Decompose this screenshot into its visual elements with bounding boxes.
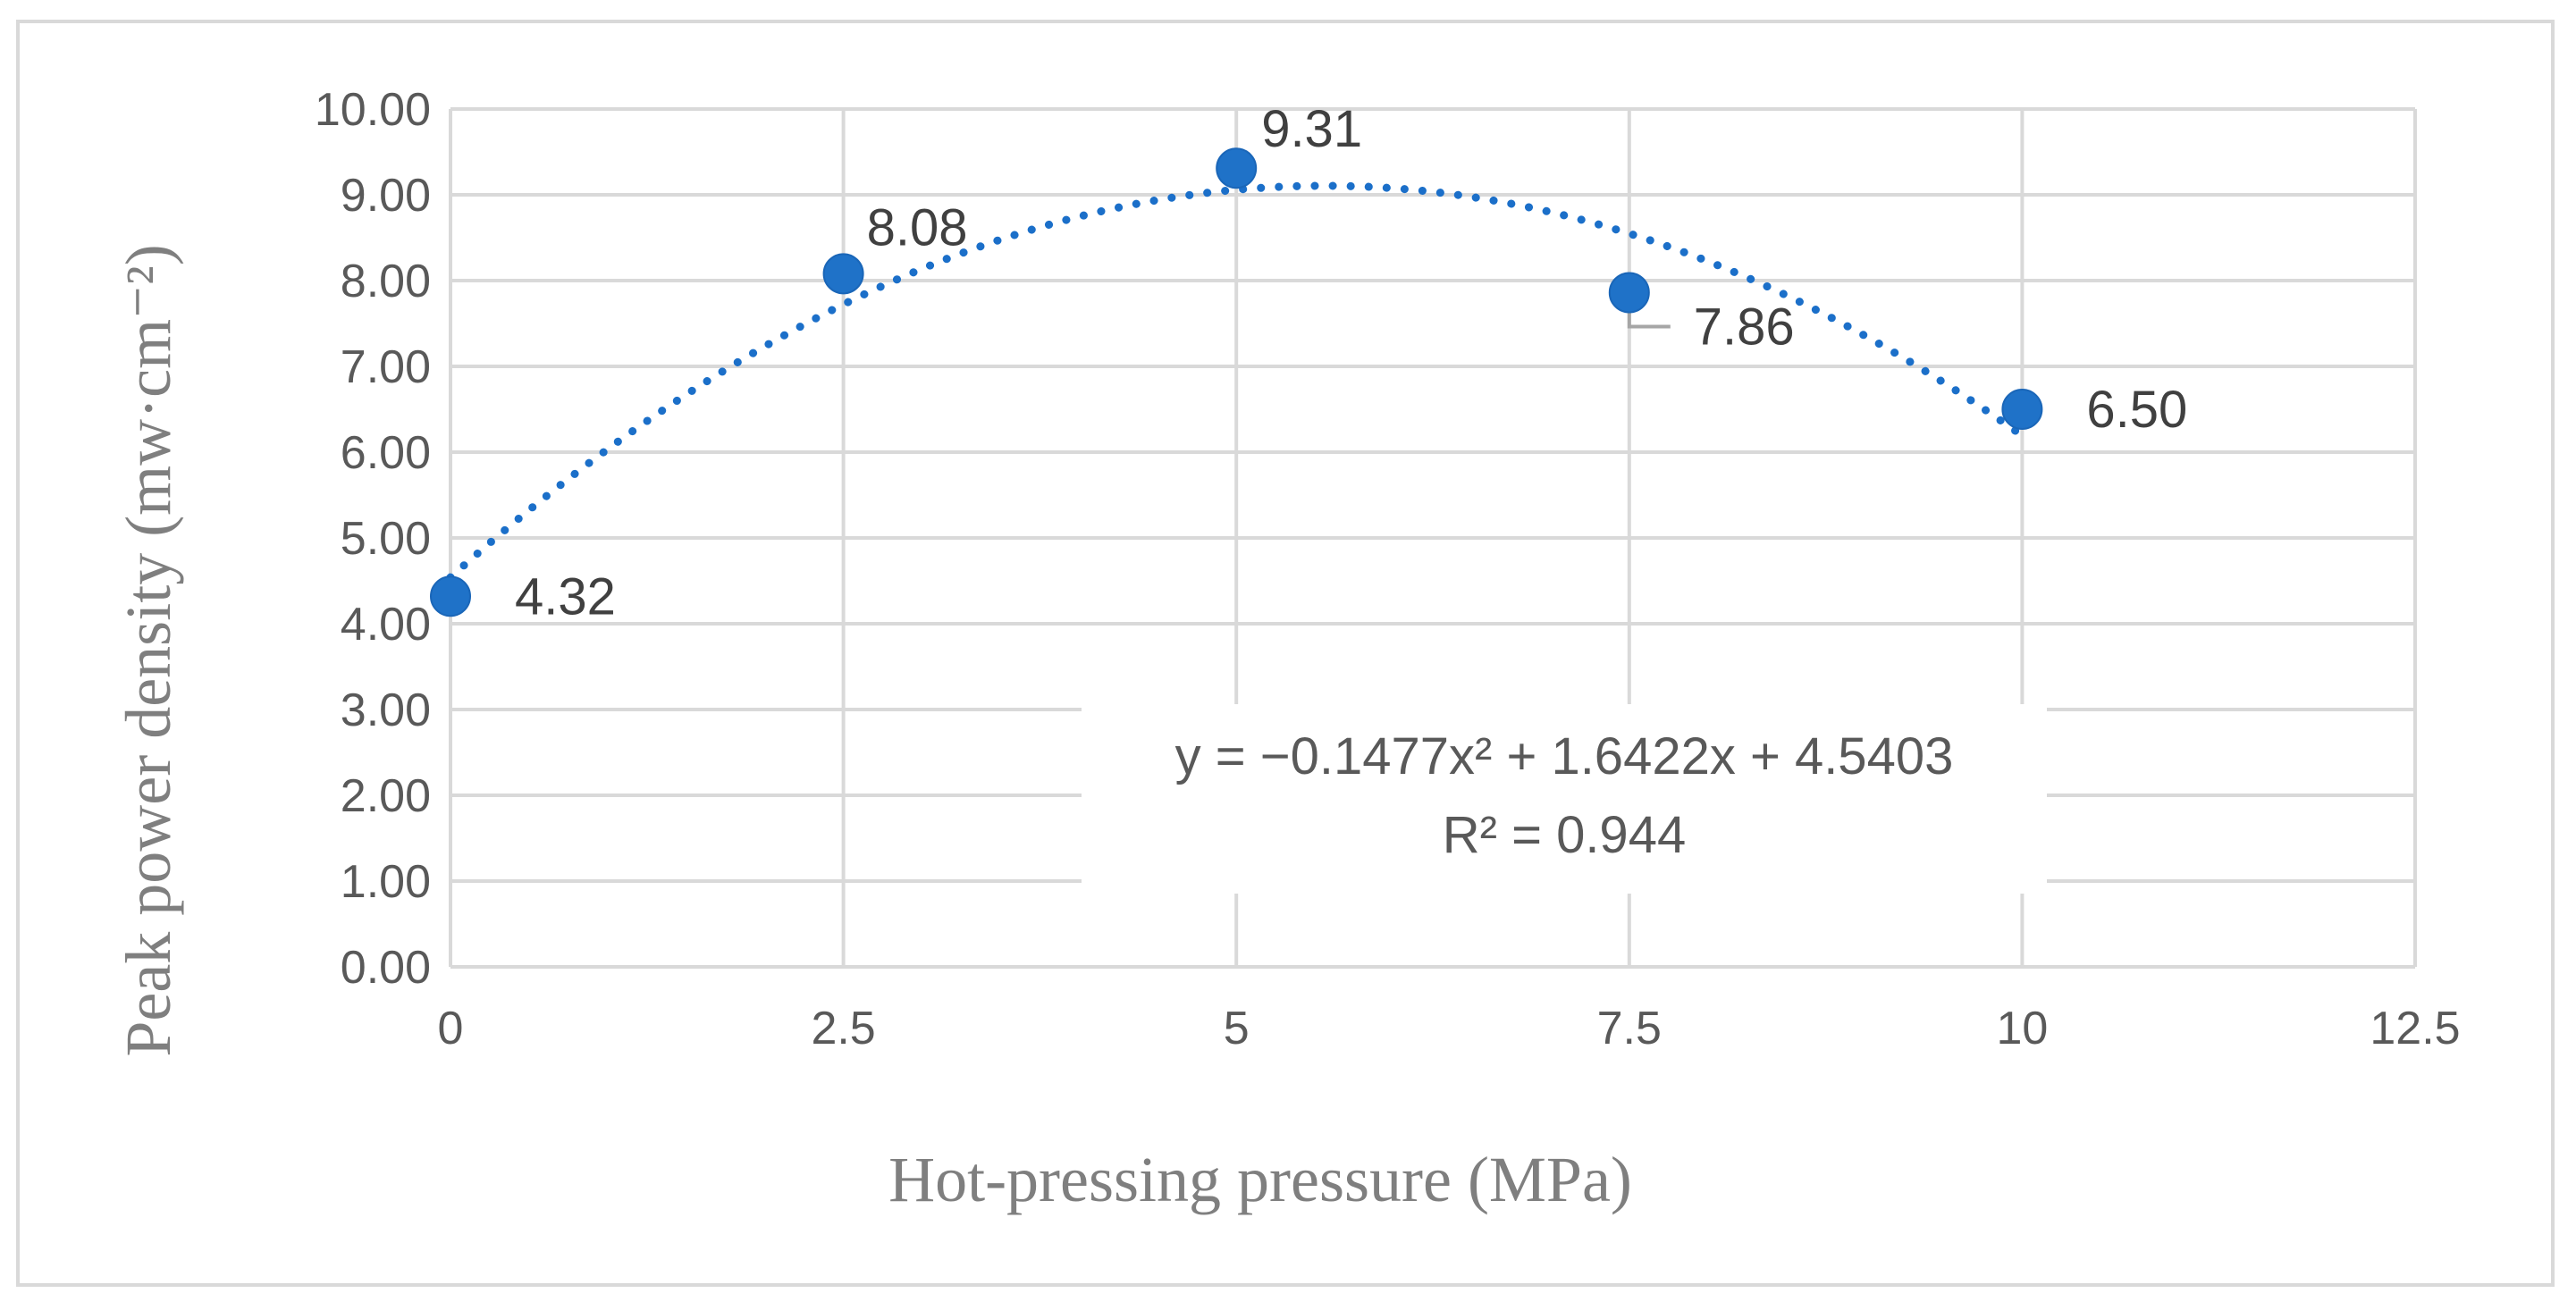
equation-background — [1082, 704, 2047, 894]
data-point — [430, 575, 471, 617]
data-label: 9.31 — [1261, 100, 1362, 158]
data-points — [430, 147, 2043, 617]
y-tick-label: 0.00 — [341, 942, 431, 994]
data-label: 4.32 — [515, 567, 616, 626]
y-tick-label: 4.00 — [341, 599, 431, 651]
data-point — [1216, 147, 1258, 189]
data-label: 7.86 — [1694, 298, 1795, 356]
x-tick-label: 5 — [1224, 1003, 1250, 1054]
trendline-r-squared: R² = 0.944 — [1443, 806, 1686, 864]
x-axis-ticks: 0 2.5 5 7.5 10 12.5 — [438, 1003, 2461, 1054]
data-label-leader — [1627, 308, 1671, 329]
x-axis-title: Hot-pressing pressure (MPa) — [888, 1144, 1632, 1215]
label-leaders — [1627, 308, 1671, 329]
y-axis-ticks: 0.00 1.00 2.00 3.00 4.00 5.00 6.00 7.00 8.00 9.00… — [315, 84, 431, 994]
chart-frame: 0.00 1.00 2.00 3.00 4.00 5.00 6.00 7.00 8.00 9.00… — [16, 20, 2555, 1287]
x-tick-label: 0 — [438, 1003, 464, 1054]
data-point — [822, 253, 864, 295]
data-point — [2001, 389, 2043, 430]
y-tick-label: 6.00 — [341, 427, 431, 479]
x-tick-label: 10 — [1996, 1003, 2048, 1054]
y-axis-title: Peak power density (mw·cm⁻²) — [113, 244, 184, 1056]
x-tick-label: 2.5 — [811, 1003, 875, 1054]
y-tick-label: 3.00 — [341, 684, 431, 736]
y-tick-label: 1.00 — [341, 856, 431, 908]
y-tick-label: 7.00 — [341, 341, 431, 393]
data-labels: 4.32 8.08 9.31 7.86 6.50 — [515, 100, 2187, 626]
data-label: 6.50 — [2086, 381, 2187, 439]
data-label: 8.08 — [867, 198, 968, 256]
data-point — [1608, 272, 1650, 314]
x-tick-label: 12.5 — [2370, 1003, 2460, 1054]
y-tick-label: 9.00 — [341, 170, 431, 222]
trendline-equation-box: y = −0.1477x² + 1.6422x + 4.5403 R² = 0.… — [1082, 704, 2047, 894]
y-tick-label: 2.00 — [341, 770, 431, 822]
y-tick-label: 8.00 — [341, 256, 431, 307]
x-tick-label: 7.5 — [1597, 1003, 1662, 1054]
chart-svg: 0.00 1.00 2.00 3.00 4.00 5.00 6.00 7.00 8.00 9.00… — [113, 84, 2461, 1215]
trendline-equation: y = −0.1477x² + 1.6422x + 4.5403 — [1175, 727, 1954, 785]
y-tick-label: 10.00 — [315, 84, 431, 136]
y-tick-label: 5.00 — [341, 513, 431, 565]
